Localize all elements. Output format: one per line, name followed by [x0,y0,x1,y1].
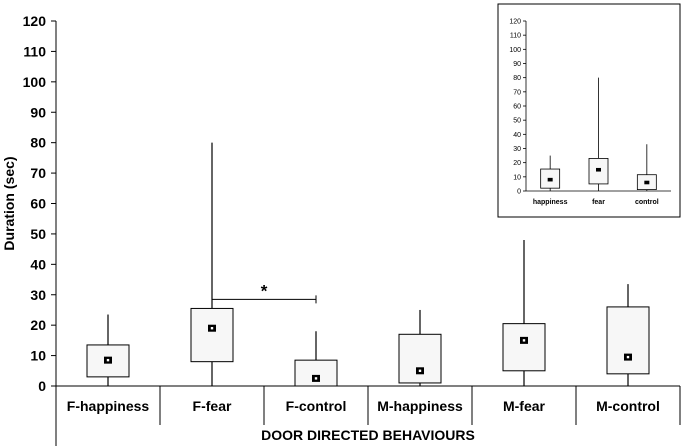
inset-y-tick-label: 40 [513,132,521,139]
x-tick-label: M-control [596,398,660,414]
inset-y-tick-label: 80 [513,75,521,82]
x-tick-label: F-control [286,398,347,414]
box-F-control [294,359,338,387]
x-tick-label: M-fear [503,398,546,414]
inset-y-tick-label: 110 [510,33,521,40]
y-tick-label: 60 [30,196,46,212]
y-tick-label: 30 [30,287,46,303]
inset-y-tick-label: 20 [513,160,521,167]
inset-y-tick-label: 120 [509,19,521,26]
inset-x-tick-label: fear [592,199,605,206]
y-tick-label: 70 [30,165,46,181]
y-tick-label: 40 [30,256,46,272]
median-marker-center [626,355,630,359]
y-tick-label: 80 [30,135,46,151]
median-marker-center [522,339,526,342]
median-marker-center [210,327,214,330]
inset-y-tick-label: 30 [513,146,521,153]
x-tick-label: F-fear [193,398,232,414]
inset-median-marker [596,167,601,172]
inset-box-plot: 0 10 20 30 40 50 60 70 80 90 100 110 120 happiness fea… [497,3,681,218]
y-tick-label: 10 [30,348,46,364]
box-M-control [606,306,650,375]
y-tick-label: 0 [38,378,46,394]
y-tick-label: 120 [23,13,47,29]
y-tick-label: 50 [30,226,46,242]
inset-y-tick-label: 100 [509,47,521,54]
y-axis-label: Duration (sec) [1,156,17,250]
median-marker-center [106,358,110,362]
x-tick-label: M-happiness [377,398,463,414]
y-tick-label: 20 [30,317,46,333]
inset-x-tick-label: control [635,199,659,206]
inset-y-tick-label: 60 [513,104,521,111]
inset-y-tick-label: 70 [513,89,521,96]
x-axis-label: DOOR DIRECTED BEHAVIOURS [261,427,475,443]
significance-label: * [261,281,268,300]
inset-y-tick-label: 10 [513,174,521,181]
median-marker-center [418,369,422,372]
box-M-fear [502,323,546,372]
box-F-fear [190,307,234,363]
inset-y-tick-label: 50 [513,118,521,125]
y-tick-label: 100 [23,74,47,90]
inset-x-tick-label: happiness [533,199,568,206]
y-tick-label: 110 [23,43,46,59]
y-tick-label: 90 [30,104,46,120]
inset-median-marker [644,180,650,185]
inset-y-tick-label: 90 [513,61,521,68]
box-M-happiness [398,333,442,384]
median-marker-center [314,377,318,380]
inset-median-marker [547,177,553,182]
x-tick-label: F-happiness [67,398,150,414]
inset-y-tick-label: 0 [517,189,521,196]
main-box-plot: Duration (sec) DOOR DIRECTED BEHAVIOURS … [1,13,681,446]
